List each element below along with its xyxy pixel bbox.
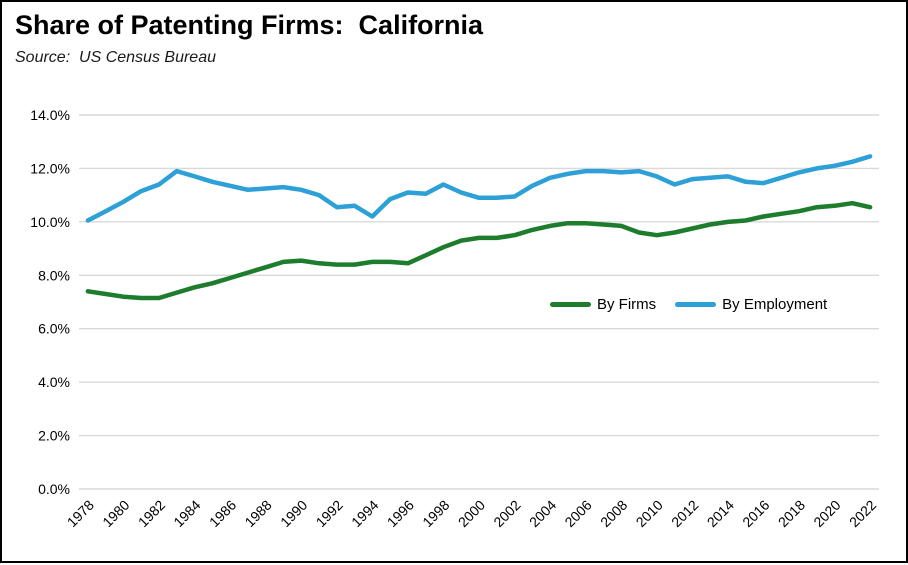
y-axis-tick-label: 0.0% [38, 481, 70, 497]
chart-legend: By Firms By Employment [550, 294, 846, 314]
chart-title: Share of Patenting Firms: California [15, 10, 484, 40]
y-axis-tick-label: 14.0% [30, 107, 70, 123]
x-axis-tick-label: 1982 [135, 497, 168, 530]
legend-label-by-employment: By Employment [722, 295, 828, 313]
x-axis-tick-label: 2004 [526, 497, 559, 530]
x-axis-tick-label: 1984 [170, 497, 203, 530]
x-axis-tick-label: 1996 [384, 497, 417, 530]
legend-item-by-employment: By Employment [675, 296, 827, 313]
x-axis-tick-label: 2012 [668, 497, 701, 530]
y-axis-tick-label: 4.0% [38, 374, 70, 390]
x-axis-tick-label: 2016 [739, 497, 772, 530]
x-axis-tick-label: 2022 [846, 497, 879, 530]
x-axis-tick-label: 2014 [704, 497, 737, 530]
y-axis-tick-label: 12.0% [30, 160, 70, 176]
x-axis-tick-label: 1988 [241, 497, 274, 530]
y-axis-tick-label: 8.0% [38, 267, 70, 283]
x-axis-tick-label: 1986 [206, 497, 239, 530]
x-axis-tick-label: 1990 [277, 497, 310, 530]
x-axis-tick-label: 1978 [64, 497, 97, 530]
legend-item-by-firms: By Firms [550, 296, 656, 313]
chart-source-note: Source: US Census Bureau [15, 49, 216, 66]
x-axis-tick-label: 2006 [561, 497, 594, 530]
x-axis-tick-label: 2010 [633, 497, 666, 530]
legend-label-by-firms: By Firms [597, 295, 657, 313]
x-axis-tick-label: 2018 [775, 497, 808, 530]
x-axis-tick-label: 2020 [810, 497, 843, 530]
x-axis-tick-label: 2000 [455, 497, 488, 530]
by-firms-line-swatch-icon [550, 301, 591, 307]
x-axis-tick-label: 1994 [348, 497, 381, 530]
y-axis-tick-label: 6.0% [38, 321, 70, 337]
x-axis-tick-label: 1980 [99, 497, 132, 530]
series-line-by-firms [85, 200, 873, 301]
series-line-by-employment [85, 154, 873, 223]
x-axis-tick-label: 2008 [597, 497, 630, 530]
y-axis-tick-label: 10.0% [30, 214, 70, 230]
x-axis-tick-label: 1992 [313, 497, 346, 530]
x-axis-tick-label: 1998 [419, 497, 452, 530]
y-axis-tick-label: 2.0% [38, 428, 70, 444]
by-employment-line-swatch-icon [675, 301, 717, 307]
x-axis-tick-label: 2002 [490, 497, 523, 530]
